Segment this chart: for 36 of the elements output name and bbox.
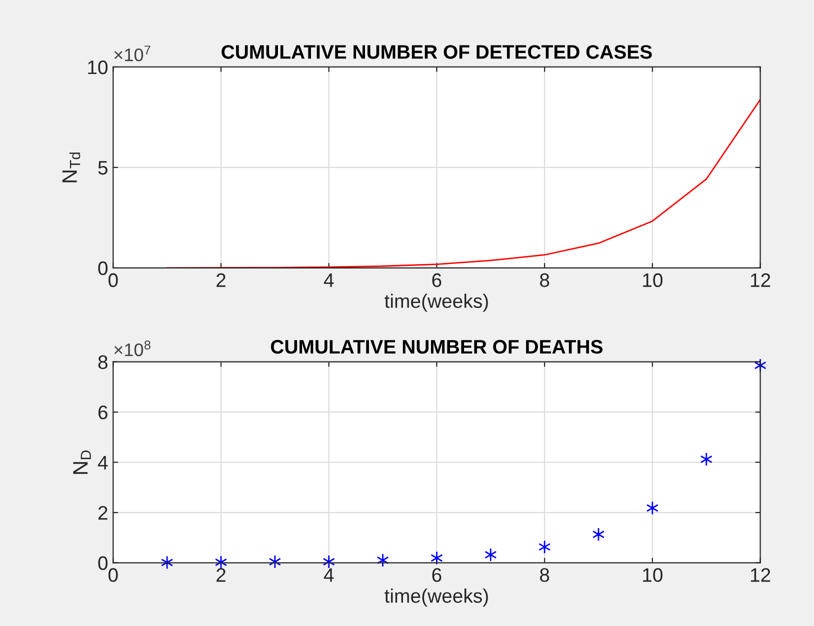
y-tick-label: 2 [98,506,108,520]
x-tick-label: 4 [324,568,334,582]
y-tick-label: 4 [98,456,108,470]
text: ×10$^{8}$ [114,340,150,356]
x-tick-label: 2 [216,568,226,582]
point [538,540,551,554]
point [646,501,659,515]
x-tick-label: 10 [643,273,662,288]
x-tick-label: 10 [643,568,662,582]
y-tick-label: 0 [98,261,108,276]
x-tick-label: 8 [540,568,550,582]
x-tick-label: 6 [432,273,442,288]
point [700,452,712,466]
x-axis-title: time(weeks) [384,294,488,312]
y-tick-label: 5 [98,161,108,175]
line-series [166,98,760,268]
x-tick-label: 4 [324,274,334,287]
y-tick-label: 0 [98,556,108,570]
point [484,548,497,562]
y-axis-title: N$_{D}$ [73,450,91,474]
chart-title: CUMULATIVE NUMBER OF DETECTED CASES [222,45,652,59]
text: ×10$^{7}$ [114,46,150,62]
chart-title: CUMULATIVE NUMBER OF DEATHS [270,340,602,354]
y-tick-label: 6 [98,406,108,420]
x-tick-label: 0 [108,568,118,582]
x-tick-label: 0 [108,273,118,288]
x-tick-label: 6 [432,568,442,582]
point [430,551,443,565]
x-tick-label: 8 [540,273,550,288]
x-tick-label: 12 [750,273,770,287]
x-tick-label: 12 [750,568,770,582]
y-tick-label: 8 [98,355,108,370]
y-axis-title: N$_{Td}$ [62,152,80,182]
y-tick-label: 10 [88,60,108,74]
x-axis-title: time(weeks) [384,588,488,607]
x-tick-label: 2 [216,273,226,287]
